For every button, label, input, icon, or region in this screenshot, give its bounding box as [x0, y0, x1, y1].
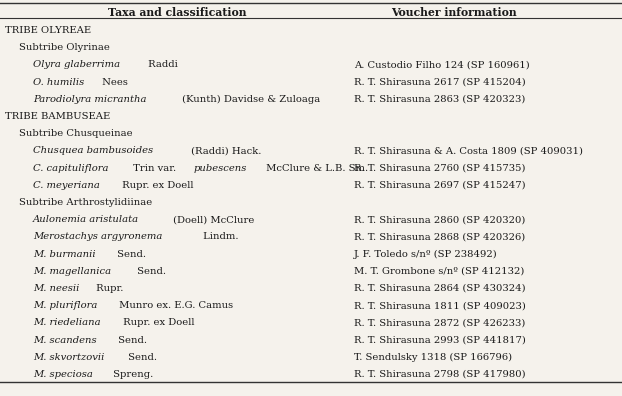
Text: (Kunth) Davidse & Zuloaga: (Kunth) Davidse & Zuloaga: [179, 95, 321, 104]
Text: M. magellanica: M. magellanica: [33, 267, 111, 276]
Text: Aulonemia aristulata: Aulonemia aristulata: [33, 215, 139, 224]
Text: R. T. Shirasuna 2864 (SP 430324): R. T. Shirasuna 2864 (SP 430324): [353, 284, 525, 293]
Text: R. T. Shirasuna 2872 (SP 426233): R. T. Shirasuna 2872 (SP 426233): [353, 318, 525, 327]
Text: Chusquea bambusoides: Chusquea bambusoides: [33, 147, 153, 155]
Text: Rupr. ex Doell: Rupr. ex Doell: [119, 181, 194, 190]
Text: M. neesii: M. neesii: [33, 284, 80, 293]
Text: C. capituliflora: C. capituliflora: [33, 164, 108, 173]
Text: R. T. Shirasuna & A. Costa 1809 (SP 409031): R. T. Shirasuna & A. Costa 1809 (SP 4090…: [353, 147, 583, 155]
Text: Send.: Send.: [134, 267, 166, 276]
Text: Subtribe Chusqueinae: Subtribe Chusqueinae: [19, 129, 132, 138]
Text: M. burmanii: M. burmanii: [33, 249, 96, 259]
Text: O. humilis: O. humilis: [33, 78, 84, 87]
Text: (Doell) McClure: (Doell) McClure: [170, 215, 254, 224]
Text: Send.: Send.: [125, 353, 157, 362]
Text: Spreng.: Spreng.: [110, 370, 154, 379]
Text: R. T. Shirasuna 2798 (SP 417980): R. T. Shirasuna 2798 (SP 417980): [353, 370, 525, 379]
Text: Merostachys argyronema: Merostachys argyronema: [33, 232, 162, 242]
Text: Parodiolyra micrantha: Parodiolyra micrantha: [33, 95, 146, 104]
Text: R. T. Shirasuna 2863 (SP 420323): R. T. Shirasuna 2863 (SP 420323): [353, 95, 525, 104]
Text: M. speciosa: M. speciosa: [33, 370, 93, 379]
Text: R. T. Shirasuna 1811 (SP 409023): R. T. Shirasuna 1811 (SP 409023): [353, 301, 526, 310]
Text: M. riedeliana: M. riedeliana: [33, 318, 101, 327]
Text: C. meyeriana: C. meyeriana: [33, 181, 100, 190]
Text: M. scandens: M. scandens: [33, 335, 96, 345]
Text: M. skvortzovii: M. skvortzovii: [33, 353, 104, 362]
Text: TRIBE BAMBUSEAE: TRIBE BAMBUSEAE: [5, 112, 110, 121]
Text: TRIBE OLYREAE: TRIBE OLYREAE: [5, 26, 91, 35]
Text: Nees: Nees: [99, 78, 128, 87]
Text: Send.: Send.: [114, 249, 146, 259]
Text: R. T. Shirasuna 2860 (SP 420320): R. T. Shirasuna 2860 (SP 420320): [353, 215, 525, 224]
Text: Send.: Send.: [115, 335, 147, 345]
Text: R. T. Shirasuna 2993 (SP 441817): R. T. Shirasuna 2993 (SP 441817): [353, 335, 526, 345]
Text: Taxa and classification: Taxa and classification: [108, 7, 246, 18]
Text: Raddi: Raddi: [146, 61, 179, 69]
Text: T. Sendulsky 1318 (SP 166796): T. Sendulsky 1318 (SP 166796): [353, 353, 512, 362]
Text: R. T. Shirasuna 2868 (SP 420326): R. T. Shirasuna 2868 (SP 420326): [353, 232, 525, 242]
Text: Rupr.: Rupr.: [93, 284, 123, 293]
Text: M. T. Grombone s/nº (SP 412132): M. T. Grombone s/nº (SP 412132): [353, 267, 524, 276]
Text: M. pluriflora: M. pluriflora: [33, 301, 98, 310]
Text: Munro ex. E.G. Camus: Munro ex. E.G. Camus: [116, 301, 233, 310]
Text: A. Custodio Filho 124 (SP 160961): A. Custodio Filho 124 (SP 160961): [353, 61, 529, 69]
Text: McClure & L.B. Sm.: McClure & L.B. Sm.: [263, 164, 368, 173]
Text: (Raddi) Hack.: (Raddi) Hack.: [188, 147, 261, 155]
Text: R. T. Shirasuna 2760 (SP 415735): R. T. Shirasuna 2760 (SP 415735): [353, 164, 525, 173]
Text: Subtribe Olyrinae: Subtribe Olyrinae: [19, 43, 110, 52]
Text: pubescens: pubescens: [194, 164, 248, 173]
Text: Voucher information: Voucher information: [391, 7, 517, 18]
Text: Rupr. ex Doell: Rupr. ex Doell: [120, 318, 195, 327]
Text: R. T. Shirasuna 2697 (SP 415247): R. T. Shirasuna 2697 (SP 415247): [353, 181, 525, 190]
Text: R. T. Shirasuna 2617 (SP 415204): R. T. Shirasuna 2617 (SP 415204): [353, 78, 526, 87]
Text: J. F. Toledo s/nº (SP 238492): J. F. Toledo s/nº (SP 238492): [353, 249, 498, 259]
Text: Subtribe Arthrostylidiinae: Subtribe Arthrostylidiinae: [19, 198, 152, 207]
Text: Lindm.: Lindm.: [200, 232, 238, 242]
Text: Trin var.: Trin var.: [131, 164, 180, 173]
Text: Olyra glaberrima: Olyra glaberrima: [33, 61, 120, 69]
